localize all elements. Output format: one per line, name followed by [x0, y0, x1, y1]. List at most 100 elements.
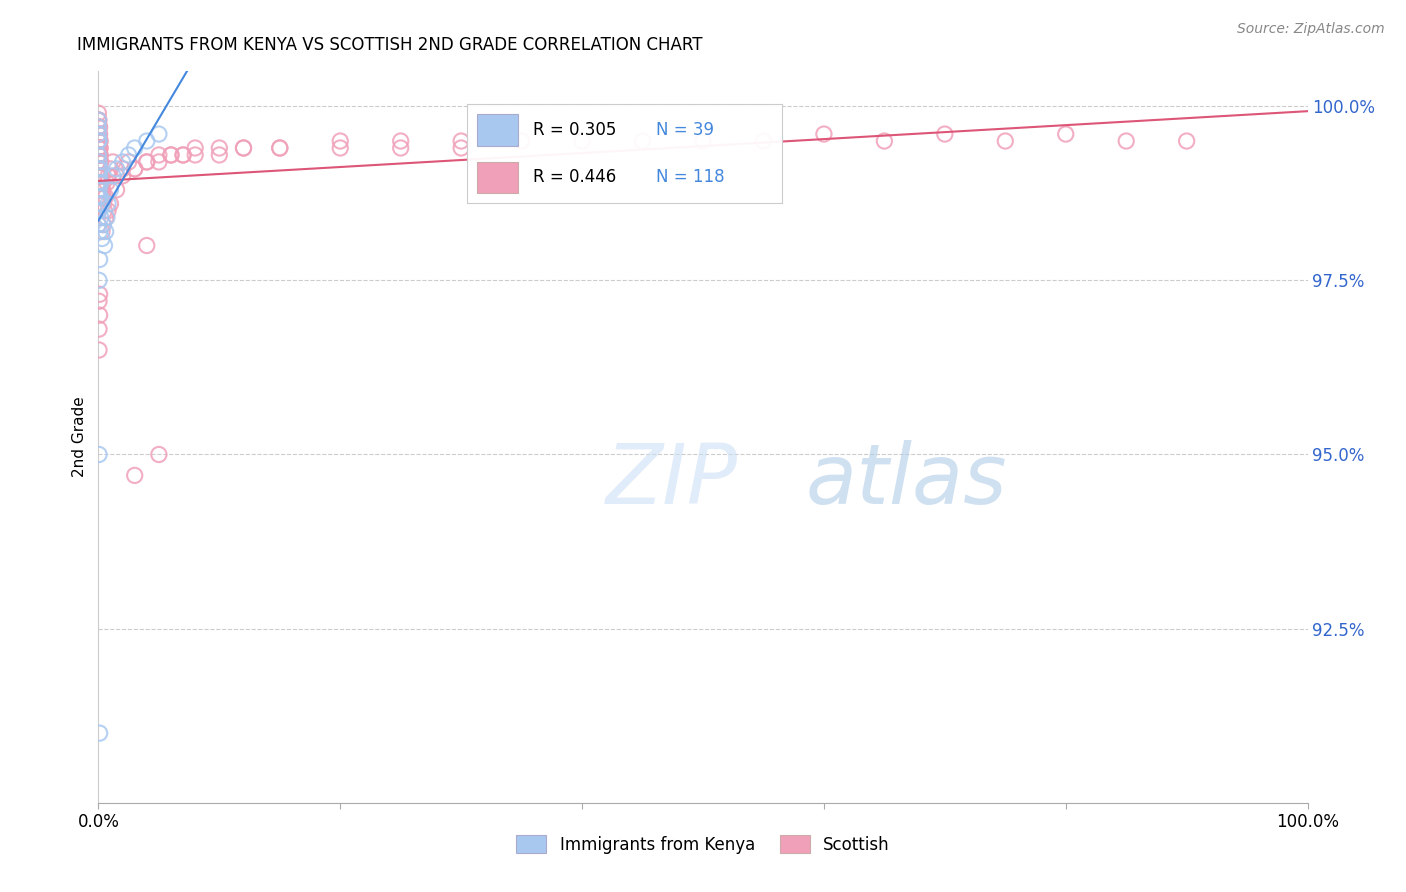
Point	[873, 134, 896, 148]
Point	[89, 134, 111, 148]
Point	[91, 225, 114, 239]
Point	[89, 169, 111, 183]
Point	[94, 225, 117, 239]
Point	[87, 134, 110, 148]
Point	[91, 218, 114, 232]
Point	[329, 141, 352, 155]
Point	[87, 176, 110, 190]
Point	[87, 273, 110, 287]
Point	[148, 148, 170, 162]
Point	[87, 218, 110, 232]
Legend: Immigrants from Kenya, Scottish: Immigrants from Kenya, Scottish	[509, 829, 897, 860]
Point	[135, 238, 157, 252]
Point	[111, 169, 134, 183]
Point	[148, 448, 170, 462]
Point	[87, 176, 110, 190]
Point	[1115, 134, 1137, 148]
Point	[89, 183, 111, 197]
Point	[111, 161, 134, 176]
Point	[89, 161, 111, 176]
Point	[87, 343, 110, 357]
Point	[124, 141, 146, 155]
Point	[232, 141, 254, 155]
Point	[172, 148, 194, 162]
Point	[89, 134, 111, 148]
Text: IMMIGRANTS FROM KENYA VS SCOTTISH 2ND GRADE CORRELATION CHART: IMMIGRANTS FROM KENYA VS SCOTTISH 2ND GR…	[77, 36, 703, 54]
Point	[450, 141, 472, 155]
Point	[208, 141, 231, 155]
Point	[118, 148, 141, 162]
Point	[87, 106, 110, 120]
Point	[101, 169, 124, 183]
Point	[160, 148, 183, 162]
Point	[389, 141, 412, 155]
Point	[87, 127, 110, 141]
Point	[89, 155, 111, 169]
Point	[89, 169, 111, 183]
Point	[184, 141, 207, 155]
Point	[510, 134, 533, 148]
Point	[1054, 127, 1077, 141]
Point	[94, 190, 117, 204]
Point	[232, 141, 254, 155]
Point	[124, 468, 146, 483]
Point	[101, 155, 124, 169]
Point	[87, 169, 110, 183]
Point	[89, 287, 111, 301]
Point	[94, 211, 117, 225]
Point	[89, 308, 111, 322]
Point	[329, 134, 352, 148]
Point	[450, 134, 472, 148]
Point	[813, 127, 835, 141]
Point	[87, 161, 110, 176]
Point	[100, 161, 122, 176]
Point	[124, 161, 146, 176]
Point	[91, 196, 114, 211]
Point	[87, 148, 110, 162]
Text: atlas: atlas	[806, 441, 1008, 522]
Point	[148, 127, 170, 141]
Point	[934, 127, 956, 141]
Point	[160, 148, 183, 162]
Point	[87, 141, 110, 155]
Y-axis label: 2nd Grade: 2nd Grade	[72, 397, 87, 477]
Point	[269, 141, 291, 155]
Point	[87, 113, 110, 128]
Point	[87, 190, 110, 204]
Point	[172, 148, 194, 162]
Point	[100, 196, 122, 211]
Point	[87, 120, 110, 134]
Point	[97, 169, 120, 183]
Point	[994, 134, 1017, 148]
Point	[87, 203, 110, 218]
Point	[87, 203, 110, 218]
Point	[97, 196, 120, 211]
Point	[87, 161, 110, 176]
Point	[87, 113, 110, 128]
Point	[89, 176, 111, 190]
Point	[91, 196, 114, 211]
Point	[91, 190, 114, 204]
Point	[87, 120, 110, 134]
Point	[135, 155, 157, 169]
Point	[89, 169, 111, 183]
Point	[90, 169, 112, 183]
Point	[90, 211, 112, 225]
Text: Source: ZipAtlas.com: Source: ZipAtlas.com	[1237, 22, 1385, 37]
Point	[87, 155, 110, 169]
Point	[87, 127, 110, 141]
Point	[89, 225, 111, 239]
Point	[87, 322, 110, 336]
Point	[87, 148, 110, 162]
Point	[87, 120, 110, 134]
Point	[571, 134, 593, 148]
Point	[752, 134, 775, 148]
Point	[148, 155, 170, 169]
Point	[105, 169, 128, 183]
Point	[89, 726, 111, 740]
Point	[118, 155, 141, 169]
Point	[87, 190, 110, 204]
Point	[90, 155, 112, 169]
Point	[631, 134, 654, 148]
Point	[87, 196, 110, 211]
